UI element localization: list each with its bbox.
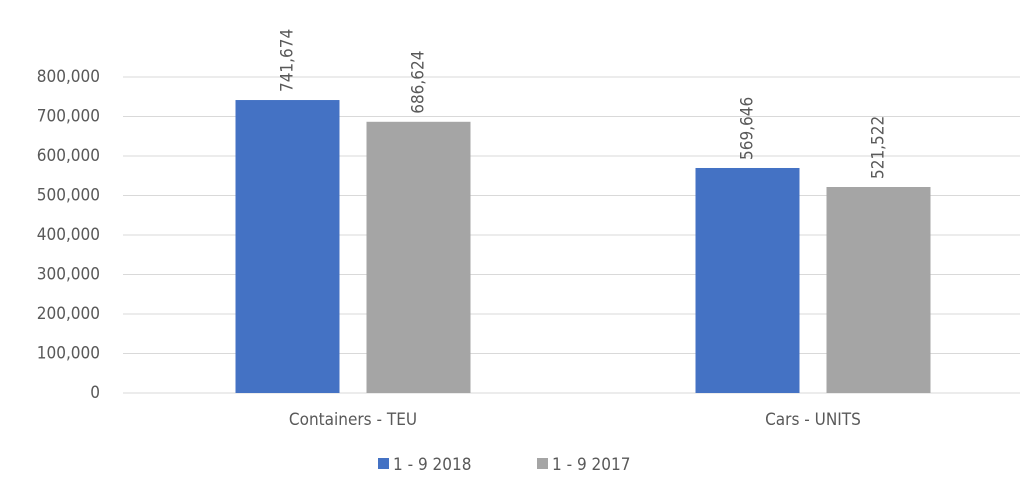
- y-tick-label: 300,000: [37, 265, 100, 285]
- y-tick-label: 800,000: [37, 67, 100, 87]
- bar: [235, 100, 340, 394]
- legend-label: 1 - 9 2018: [393, 455, 471, 475]
- data-label: 569,646: [738, 97, 758, 160]
- x-tick-label: Containers - TEU: [289, 410, 417, 430]
- y-tick-label: 500,000: [37, 186, 100, 206]
- data-label: 686,624: [409, 51, 429, 114]
- y-tick-label: 700,000: [37, 107, 100, 127]
- y-tick-label: 100,000: [37, 344, 100, 364]
- legend-swatch: [537, 458, 548, 469]
- bar: [826, 186, 931, 393]
- bar: [695, 167, 800, 393]
- data-label: 741,674: [278, 29, 298, 92]
- y-tick-label: 600,000: [37, 146, 100, 166]
- x-tick-label: Cars - UNITS: [765, 410, 861, 430]
- legend-swatch: [378, 458, 389, 469]
- y-tick-label: 0: [90, 383, 100, 403]
- y-tick-label: 400,000: [37, 225, 100, 245]
- legend-label: 1 - 9 2017: [552, 455, 630, 475]
- data-label: 521,522: [869, 116, 889, 179]
- y-tick-label: 200,000: [37, 304, 100, 324]
- bar: [366, 121, 471, 394]
